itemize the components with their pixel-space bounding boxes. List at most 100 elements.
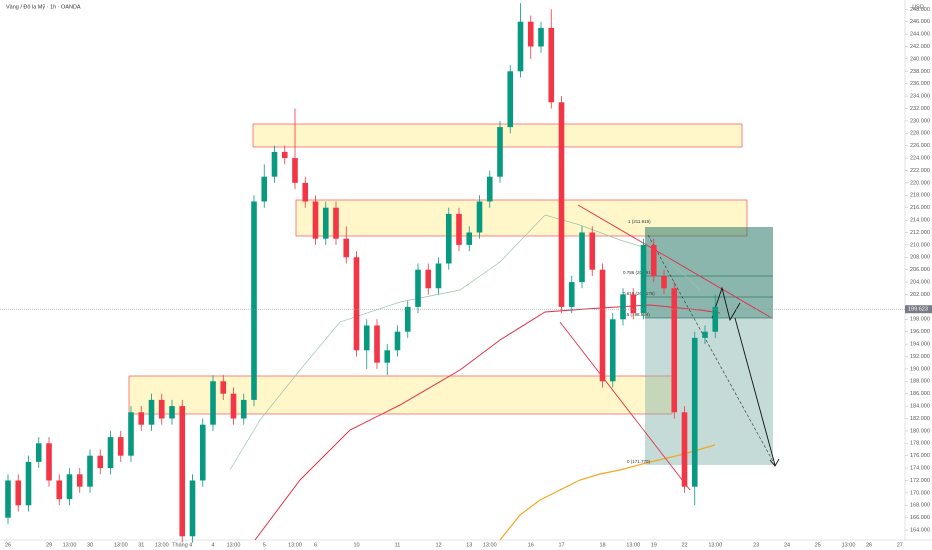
candle-body [117,437,124,456]
drawings [128,123,780,541]
candle-body [579,232,585,283]
x-tick-label: 4 [211,542,214,548]
x-tick-label: 30 [87,542,93,548]
x-tick-label: 26 [866,542,872,548]
y-tick-label: 226.000 [910,143,930,149]
arrow-head [769,458,780,467]
candle-body [661,275,667,289]
y-tick-label: 232.000 [910,106,930,112]
x-tick-label: 13:00 [842,542,856,548]
x-tick-label: 13:00 [227,542,241,548]
path-arrow [711,286,741,322]
y-tick-label: 218.000 [910,193,930,199]
y-tick-label: 240.000 [910,56,930,62]
candle-body [599,269,606,382]
y-tick-label: 210.000 [910,242,930,248]
trendline [577,204,771,318]
ma-orange [499,444,716,541]
candle-body [87,455,93,487]
y-tick-label: 224.000 [910,156,930,162]
x-tick-label: 12 [435,542,441,548]
candle-body [527,21,534,47]
candle-body [251,201,257,400]
fib-label: 0.786 (205.916) [623,270,655,275]
fib-label: 1 (211.919) [628,219,651,224]
x-tick-label: 17 [558,542,564,548]
candle-body [66,474,73,500]
candle-body [158,399,165,419]
candle-body [363,325,370,351]
candle-body [384,350,391,363]
candle-body [5,480,11,518]
projection [647,234,776,466]
candle-body [281,151,288,159]
x-tick-label: 31 [138,542,144,548]
candle-body [548,27,555,103]
y-tick-label: 230.000 [910,118,930,124]
candle-body [497,127,503,177]
x-tick-label: 29 [46,542,52,548]
x-tick-label: 13:00 [288,542,302,548]
candle-body [476,201,483,233]
x-tick-label: 26 [5,542,11,548]
ma-slow [229,214,701,471]
fib-label: 0.5 (198.624) [623,312,650,317]
x-tick-label: 22 [681,542,687,548]
candle-body [620,294,626,320]
candle-body [435,263,442,289]
candle-body [35,443,42,462]
candle-body [691,337,698,487]
x-tick-label: 13 [466,542,472,548]
y-tick-label: 208.000 [910,255,930,261]
y-tick-label: 246.000 [910,19,930,25]
candle-body [97,455,104,469]
x-tick-label: 13:00 [626,542,640,548]
y-tick-label: 206.000 [910,267,930,273]
y-tick-label: 196.000 [910,329,930,335]
candle-body [199,424,206,481]
y-tick-label: 180.000 [910,428,930,434]
candle-body [517,21,524,72]
y-tick-label: 212.000 [910,230,930,236]
candle-body [128,412,134,456]
candle-body [353,257,360,351]
fib-label: 0.618 (202.176) [623,291,655,296]
candle-body [558,102,565,307]
y-tick-label: 236.000 [910,81,930,87]
candle-body [302,182,309,202]
x-tick-label: 5 [263,542,266,548]
chart-title: Vàng / Đô la Mỹ · 1h · OANDA [6,4,81,10]
x-tick-label: 25 [815,542,821,548]
position-range [645,318,773,465]
y-tick-label: 168.000 [910,503,930,509]
y-tick-label: 194.000 [910,342,930,348]
candle-body [240,399,247,419]
candle-body [425,269,432,289]
x-tick-label: 27 [897,542,903,548]
candle-body [630,294,637,314]
fib-label: 0 (171.770) [627,459,651,464]
x-tick-label: 13:00 [114,542,128,548]
candle-body [671,288,678,413]
currency: USD [912,4,924,10]
y-tick-label: 166.000 [910,515,930,521]
candle-body [394,331,401,351]
candle-body [148,399,155,425]
y-tick-label: 182.000 [910,416,930,422]
candle-body [712,306,719,332]
trendline [559,321,691,491]
candle-body [333,207,339,239]
x-tick-label: 6 [314,542,317,548]
candle-body [15,480,22,506]
candle-body [261,176,268,202]
candle-body [179,406,186,537]
candle-body [415,269,421,307]
zone [128,375,673,415]
candle-body [189,480,196,537]
y-tick-label: 186.000 [910,391,930,397]
candle-body [312,201,319,239]
x-tick-label: 10 [353,542,359,548]
candle-body [374,325,380,363]
candle-body [650,244,657,276]
